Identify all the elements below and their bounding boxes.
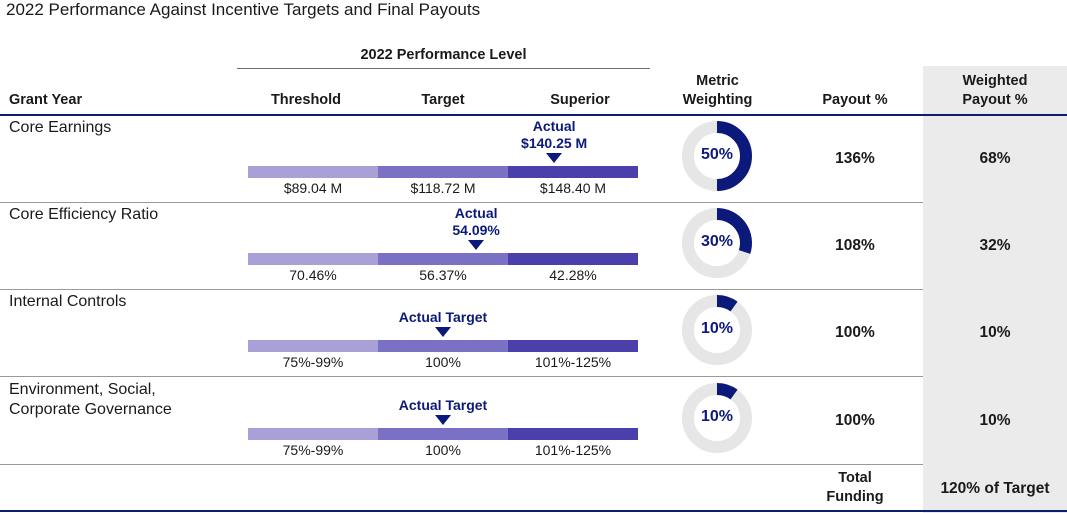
weighted-payout-value: 32% <box>979 237 1011 254</box>
row-label: Core Earnings <box>9 118 111 138</box>
threshold-header: Threshold <box>270 92 342 108</box>
row-separator <box>0 202 923 203</box>
bar-tick-label: $148.40 M <box>539 180 607 196</box>
row-label: Core Efficiency Ratio <box>9 205 158 225</box>
weighting-donut-chart <box>682 295 752 365</box>
bar-tick-label: 56.37% <box>419 267 467 283</box>
row-label-line: Core Efficiency Ratio <box>9 206 159 223</box>
threshold-bar-segment <box>248 166 378 178</box>
bar-tick-label: 101%-125% <box>534 354 612 370</box>
bar-tick-label: 75%-99% <box>282 442 344 458</box>
row-label-line: Core Earnings <box>9 119 112 136</box>
weighted-payout-value: 10% <box>979 324 1011 341</box>
performance-level-underline <box>237 68 650 69</box>
row-separator <box>0 464 923 465</box>
total-funding-value: 120% of Target <box>940 480 1050 497</box>
weighted-payout-value: 68% <box>979 150 1011 167</box>
bar-tick-label: $118.72 M <box>410 180 476 196</box>
actual-value-label: Actual 54.09% <box>396 205 556 239</box>
payout-value: 136% <box>835 150 875 167</box>
target-bar-segment <box>378 166 508 178</box>
bar-tick-label: 100% <box>425 442 461 458</box>
bar-tick-label: 42.28% <box>549 267 597 283</box>
donut-weight-arc <box>716 121 752 191</box>
donut-center-label: 10% <box>700 320 734 337</box>
actual-value-label: Actual $140.25 M <box>474 118 634 152</box>
actual-value-line: Actual <box>454 205 498 221</box>
superior-header: Superior <box>550 92 610 108</box>
bar-tick-label: 70.46% <box>289 267 337 283</box>
donut-center-label: 30% <box>700 233 734 250</box>
bar-tick-label: $89.04 M <box>283 180 343 196</box>
actual-value-line: Actual Target <box>398 309 488 325</box>
donut-center-label: 50% <box>700 146 734 163</box>
row-label-line: Environment, Social, <box>9 381 156 398</box>
actual-marker <box>546 153 563 163</box>
threshold-bar-segment <box>248 253 378 265</box>
bottom-rule <box>0 510 1067 512</box>
weighted-column-shade <box>923 66 1067 513</box>
actual-value-line: 54.09% <box>452 222 500 238</box>
donut-center-label: 10% <box>700 408 734 425</box>
total-funding-label: Total Funding <box>826 470 884 505</box>
performance-level-header: 2022 Performance Level <box>360 47 527 63</box>
actual-marker <box>435 327 451 337</box>
weighting-donut-chart <box>682 208 752 278</box>
weighting-donut-chart <box>682 121 752 191</box>
row-label: Internal Controls <box>9 292 126 312</box>
grant-year-header: Grant Year <box>9 92 83 108</box>
payout-value: 108% <box>835 237 875 254</box>
weighted-payout-header: Weighted Payout % <box>962 73 1028 108</box>
superior-bar-segment <box>508 253 638 265</box>
actual-value-line: Actual Target <box>398 397 488 413</box>
bar-tick-label: 75%-99% <box>282 354 344 370</box>
actual-value-line: Actual <box>532 118 576 134</box>
actual-marker <box>468 240 485 250</box>
row-label-line: Corporate Governance <box>9 401 172 418</box>
actual-value-line: $140.25 M <box>521 135 588 151</box>
superior-bar-segment <box>508 340 638 352</box>
page-title: 2022 Performance Against Incentive Targe… <box>6 0 481 19</box>
bar-tick-label: 100% <box>425 354 461 370</box>
row-label-line: Internal Controls <box>9 293 127 310</box>
superior-bar-segment <box>508 166 638 178</box>
donut-weight-arc <box>716 295 738 312</box>
payout-value: 100% <box>835 412 875 429</box>
actual-marker <box>435 415 451 425</box>
superior-bar-segment <box>508 428 638 440</box>
payout-value: 100% <box>835 324 875 341</box>
weighted-payout-value: 10% <box>979 412 1011 429</box>
actual-value-label: Actual Target <box>363 397 523 414</box>
row-separator <box>0 289 923 290</box>
donut-weight-arc <box>716 208 752 254</box>
actual-value-label: Actual Target <box>363 309 523 326</box>
threshold-bar-segment <box>248 428 378 440</box>
metric-weighting-header: Metric Weighting <box>682 73 753 108</box>
target-bar-segment <box>378 340 508 352</box>
target-bar-segment <box>378 428 508 440</box>
target-bar-segment <box>378 253 508 265</box>
row-separator <box>0 376 923 377</box>
donut-weight-arc <box>716 383 738 400</box>
payout-header: Payout % <box>822 92 888 108</box>
bar-tick-label: 101%-125% <box>534 442 612 458</box>
target-header: Target <box>421 92 465 108</box>
weighting-donut-chart <box>682 383 752 453</box>
threshold-bar-segment <box>248 340 378 352</box>
row-label: Environment, Social, Corporate Governance <box>9 380 172 420</box>
header-rule <box>0 114 1067 116</box>
